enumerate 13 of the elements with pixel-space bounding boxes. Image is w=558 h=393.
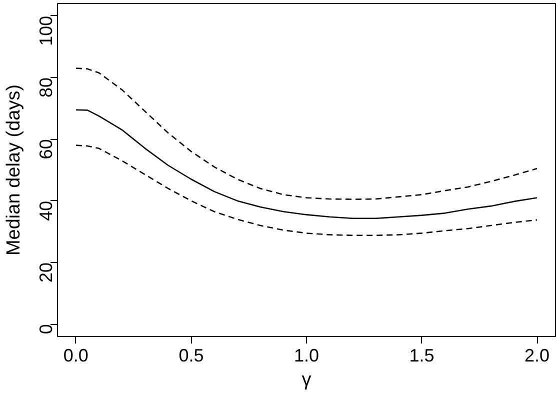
x-tick-label: 1.0 — [294, 346, 320, 366]
y-tick-label: 20 — [36, 262, 56, 283]
y-axis-title: Median delay (days) — [4, 84, 24, 256]
x-axis-title: γ — [302, 370, 312, 390]
y-tick-label: 0 — [36, 324, 56, 334]
y-tick-label: 100 — [36, 16, 56, 46]
x-tick-label: 1.5 — [409, 346, 434, 366]
x-tick-label: 2.0 — [524, 346, 550, 366]
y-tick-label: 80 — [36, 77, 56, 98]
y-tick-label: 60 — [36, 139, 56, 160]
x-tick-label: 0.5 — [178, 346, 204, 366]
y-tick-label: 40 — [36, 200, 56, 221]
x-tick-label: 0.0 — [63, 346, 88, 366]
